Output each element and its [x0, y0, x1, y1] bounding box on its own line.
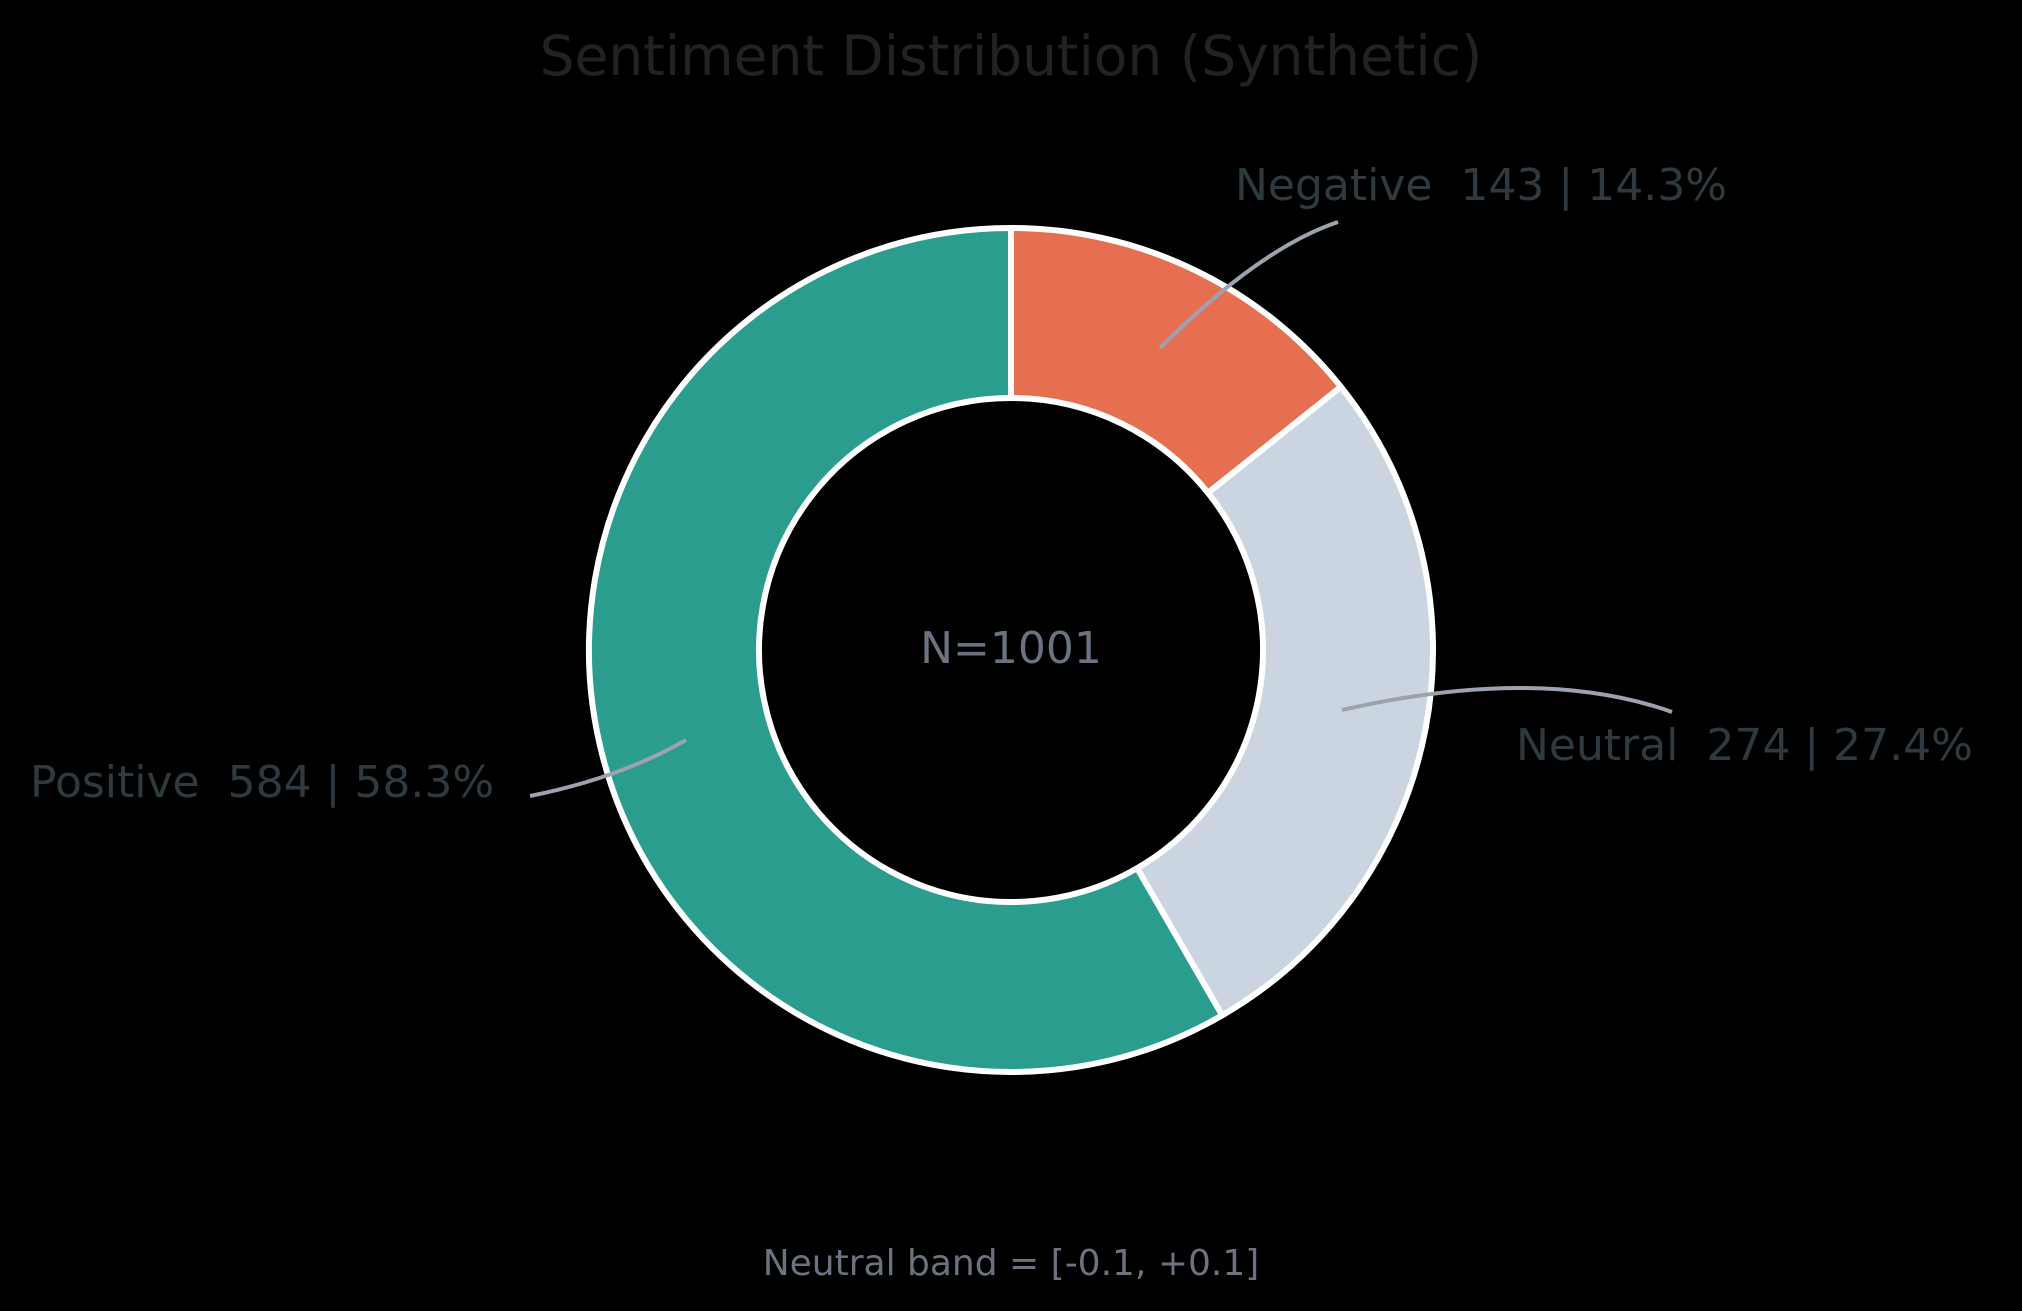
leader-line-neutral — [1341, 686, 1673, 714]
chart-title: Sentiment Distribution (Synthetic) — [540, 24, 1483, 88]
slice-label-negative: Negative 143 | 14.3% — [1235, 160, 1727, 211]
labels-layer: Negative 143 | 14.3% Neutral 274 | 27.4% P… — [30, 160, 1973, 808]
slice-neutral — [1134, 383, 1436, 1019]
slice-label-positive: Positive 584 | 58.3% — [30, 757, 494, 808]
footnote-neutral-band: Neutral band = [-0.1, +0.1] — [763, 1243, 1260, 1284]
slice-negative — [1008, 225, 1344, 496]
slice-label-neutral: Neutral 274 | 27.4% — [1516, 720, 1973, 771]
slices-layer — [585, 225, 1436, 1075]
leader-line-positive — [529, 738, 687, 798]
leader-line-negative — [1158, 220, 1339, 350]
slice-positive — [585, 225, 1226, 1075]
leaders-layer — [529, 220, 1673, 798]
center-total-label: N=1001 — [920, 623, 1102, 674]
